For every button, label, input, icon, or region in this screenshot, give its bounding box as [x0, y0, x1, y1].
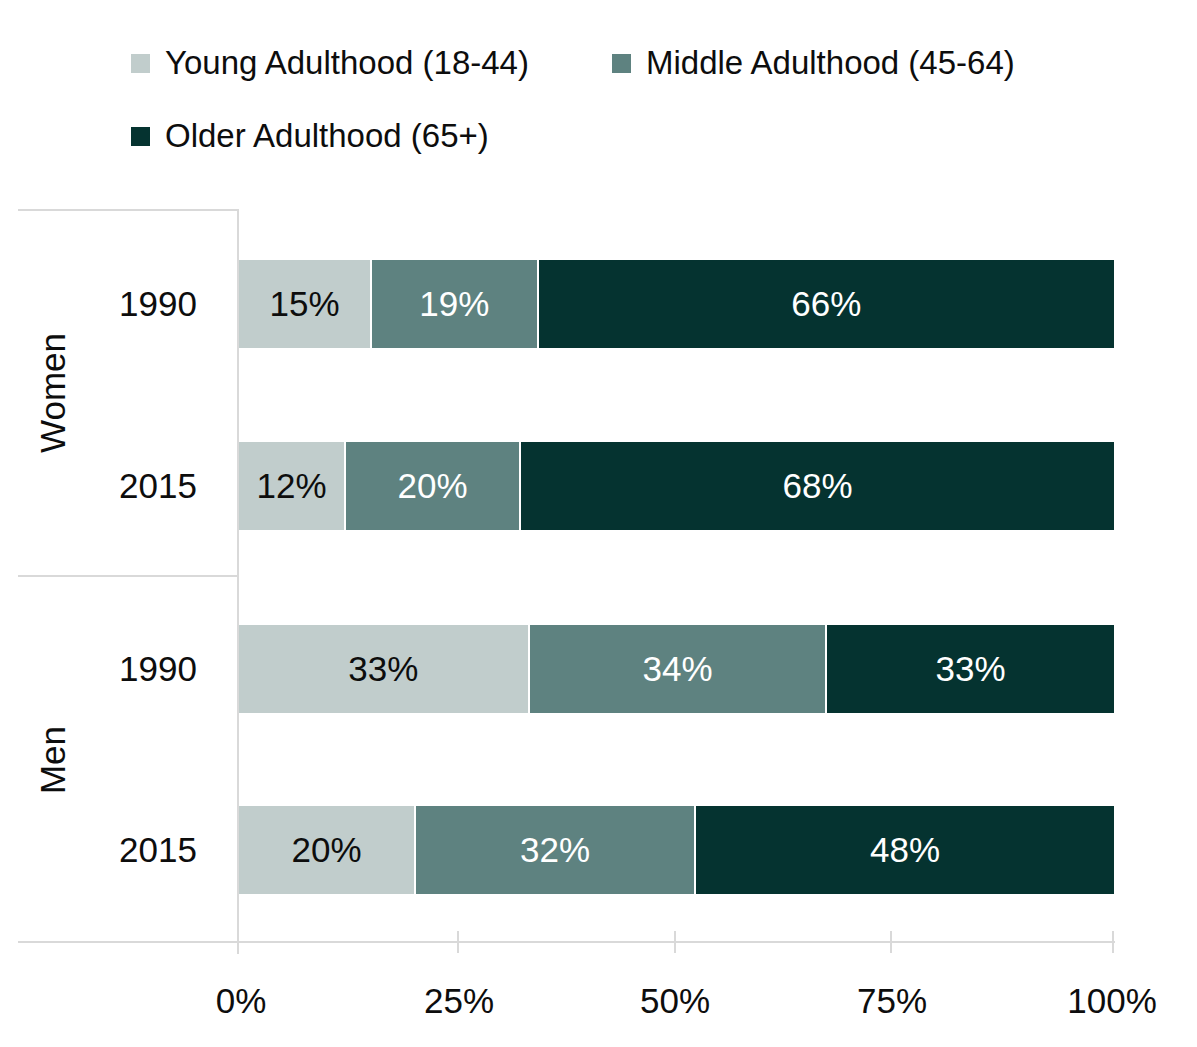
bar-segment-middle: 34% [528, 625, 826, 713]
bar-row-men-1990: 33% 34% 33% [239, 625, 1114, 713]
segment-label: 12% [256, 466, 326, 506]
bar-segment-young: 33% [239, 625, 528, 713]
legend-label: Young Adulthood (18-44) [165, 43, 529, 83]
x-axis-tick-75 [890, 931, 892, 953]
segment-label: 32% [520, 830, 590, 870]
x-axis-tick-100 [1112, 931, 1114, 953]
legend-swatch-older-adulthood [131, 127, 150, 146]
legend-label: Older Adulthood (65+) [165, 116, 489, 156]
segment-label: 48% [870, 830, 940, 870]
x-axis-tick-label: 25% [424, 980, 494, 1022]
x-axis-line [18, 941, 1115, 943]
legend-item-older-adulthood: Older Adulthood (65+) [131, 116, 489, 156]
segment-label: 33% [348, 649, 418, 689]
bar-row-men-2015: 20% 32% 48% [239, 806, 1114, 894]
year-label: 1990 [98, 648, 218, 690]
segment-label: 15% [270, 284, 340, 324]
bar-segment-middle: 19% [370, 260, 536, 348]
segment-label: 19% [419, 284, 489, 324]
bar-segment-older: 33% [825, 625, 1114, 713]
legend-item-young-adulthood: Young Adulthood (18-44) [131, 43, 529, 83]
category-top-boundary-line [18, 209, 239, 211]
segment-label: 68% [782, 466, 852, 506]
y-axis-group-label-men: Men [33, 726, 73, 794]
bar-segment-middle: 32% [414, 806, 694, 894]
bar-segment-young: 20% [239, 806, 414, 894]
segment-label: 20% [397, 466, 467, 506]
segment-label: 33% [936, 649, 1006, 689]
bar-segment-older: 48% [694, 806, 1114, 894]
bar-segment-older: 66% [537, 260, 1115, 348]
segment-label: 20% [291, 830, 361, 870]
bar-segment-young: 15% [239, 260, 370, 348]
x-axis-tick-label: 0% [216, 980, 267, 1022]
x-axis-tick-label: 75% [857, 980, 927, 1022]
bar-segment-older: 68% [519, 442, 1114, 530]
legend-label: Middle Adulthood (45-64) [646, 43, 1015, 83]
x-axis-tick-25 [457, 931, 459, 953]
legend-item-middle-adulthood: Middle Adulthood (45-64) [612, 43, 1015, 83]
legend-swatch-middle-adulthood [612, 54, 631, 73]
bar-segment-middle: 20% [344, 442, 519, 530]
year-label: 2015 [98, 829, 218, 871]
legend-swatch-young-adulthood [131, 54, 150, 73]
bar-segment-young: 12% [239, 442, 344, 530]
y-axis-group-label-women: Women [33, 333, 73, 453]
stacked-bar-chart: Young Adulthood (18-44) Middle Adulthood… [0, 0, 1197, 1047]
year-label: 1990 [98, 283, 218, 325]
segment-label: 66% [791, 284, 861, 324]
group-divider-line [18, 575, 239, 577]
bar-row-women-1990: 15% 19% 66% [239, 260, 1114, 348]
bar-row-women-2015: 12% 20% 68% [239, 442, 1114, 530]
year-label: 2015 [98, 465, 218, 507]
segment-label: 34% [642, 649, 712, 689]
x-axis-tick-50 [674, 931, 676, 953]
x-axis-tick-label: 50% [640, 980, 710, 1022]
x-axis-tick-label: 100% [1067, 980, 1157, 1022]
